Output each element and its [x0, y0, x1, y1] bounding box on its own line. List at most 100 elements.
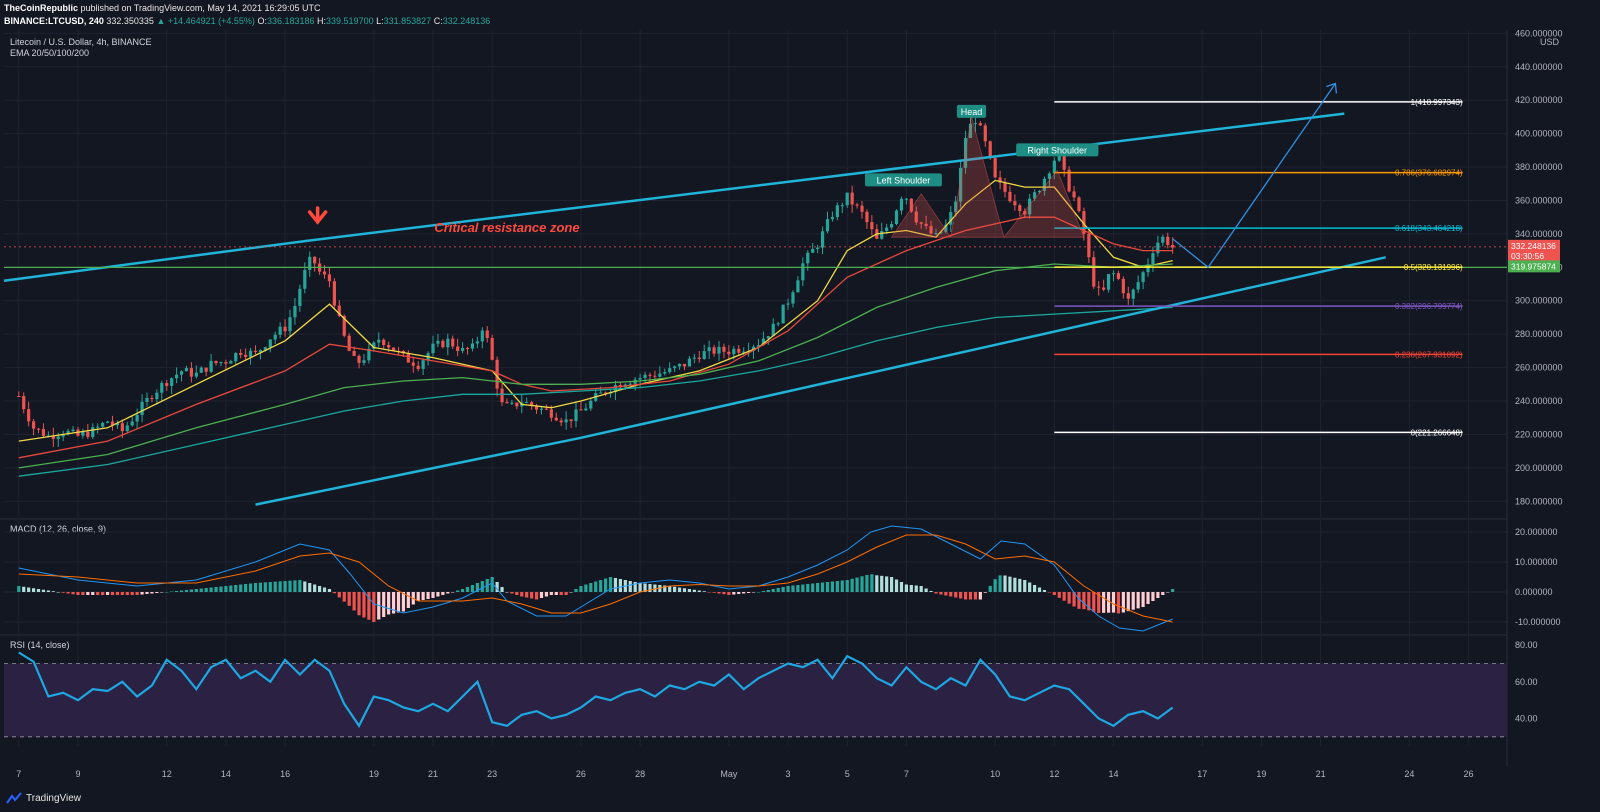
time-tick-label: 23: [487, 769, 497, 779]
publisher-name[interactable]: TheCoinRepublic: [4, 3, 78, 13]
candle-body: [480, 330, 484, 342]
macd-bar: [870, 574, 874, 592]
candle-body: [253, 350, 258, 353]
chart-legend-title: Litecoin / U.S. Dollar, 4h, BINANCE: [10, 37, 152, 47]
candle-body: [342, 315, 346, 336]
candle-body: [313, 256, 317, 264]
macd-bar: [1106, 592, 1111, 613]
macd-bar: [692, 589, 696, 592]
ema-line-3: [18, 263, 1173, 469]
time-tick-label: May: [720, 769, 738, 779]
candle-body: [27, 409, 31, 422]
macd-bar: [101, 592, 105, 595]
time-tick-label: 10: [990, 769, 1000, 779]
macd-bar: [465, 587, 470, 592]
candle-body: [677, 363, 682, 367]
macd-bar: [460, 589, 465, 592]
time-tick-label: 17: [1197, 769, 1207, 779]
macd-bar: [500, 587, 504, 592]
macd-bar: [835, 581, 839, 592]
macd-bar: [347, 592, 351, 606]
macd-bar: [934, 592, 938, 594]
macd-bar: [475, 583, 479, 592]
candle-body: [71, 429, 75, 432]
macd-bar: [742, 592, 746, 594]
tradingview-logo[interactable]: TradingView: [6, 792, 81, 804]
macd-bar: [342, 592, 346, 602]
ema-legend: EMA 20/50/100/200: [10, 48, 89, 58]
macd-bar: [1171, 589, 1175, 592]
candle-body: [1092, 257, 1096, 287]
candle-body: [1047, 173, 1051, 179]
macd-bar: [865, 575, 869, 592]
macd-bar: [816, 583, 820, 592]
macd-bar: [244, 584, 248, 592]
macd-bar: [899, 582, 904, 592]
candle-body: [298, 288, 302, 306]
macd-bar: [584, 584, 588, 592]
candle-body: [234, 352, 238, 362]
candle-body: [530, 402, 534, 406]
macd-bar: [811, 583, 815, 592]
candle-body: [830, 217, 835, 220]
annotation-text: Critical resistance zone: [434, 220, 579, 235]
macd-bar: [855, 577, 859, 592]
candle-body: [17, 396, 21, 397]
fib-level-label: 0.618(343.464218): [1395, 224, 1463, 233]
candle-body: [1003, 182, 1007, 192]
candle-body: [61, 434, 65, 437]
candle-body: [387, 345, 391, 348]
ohlc-open: O:336.183186: [257, 16, 315, 26]
time-tick-label: 19: [369, 769, 379, 779]
candle-body: [283, 326, 287, 332]
macd-bar: [105, 592, 110, 595]
pattern-label-box: [1016, 143, 1099, 157]
candle-body: [490, 338, 494, 360]
candle-body: [66, 431, 70, 435]
macd-bar: [263, 582, 267, 592]
macd-bar: [909, 585, 913, 592]
macd-bar: [165, 592, 169, 593]
time-tick-label: 12: [1049, 769, 1059, 779]
macd-bar: [480, 581, 484, 592]
macd-bar: [746, 592, 751, 593]
candle-body: [564, 419, 568, 423]
time-tick-label: 19: [1256, 769, 1266, 779]
candle-body: [475, 341, 479, 344]
macd-bar: [544, 592, 549, 597]
candle-body: [850, 192, 854, 205]
macd-bar: [273, 581, 277, 592]
macd-bar: [643, 583, 647, 592]
macd-bar: [1166, 592, 1170, 593]
candle-body: [174, 374, 179, 379]
price-tick-label: 220.000000: [1515, 429, 1563, 439]
candle-body: [485, 330, 489, 339]
candle-body: [1028, 198, 1032, 215]
macd-bar: [860, 576, 864, 592]
candle-body: [1062, 155, 1066, 170]
price-tag-value: 319.975874: [1511, 261, 1556, 271]
candle-body: [1033, 192, 1037, 199]
currency-label: USD: [1540, 37, 1560, 47]
macd-bar: [1097, 592, 1101, 613]
candle-body: [549, 409, 553, 418]
candle-body: [357, 355, 361, 363]
price-tag-box: [1508, 239, 1560, 262]
macd-bar: [155, 592, 159, 593]
macd-bar: [1077, 592, 1081, 609]
candle-body: [544, 408, 549, 410]
macd-bar: [303, 581, 307, 592]
macd-bar: [436, 592, 440, 597]
macd-bar: [1121, 592, 1125, 613]
candle-body: [909, 198, 913, 212]
candle-body: [56, 436, 60, 439]
macd-bar: [278, 581, 282, 592]
macd-bar: [1111, 592, 1116, 613]
candle-body: [1087, 233, 1091, 258]
candle-body: [362, 360, 366, 363]
macd-bar: [470, 585, 475, 592]
macd-tick-label: 0.000000: [1515, 587, 1553, 597]
macd-bar: [549, 592, 553, 595]
macd-bar: [603, 578, 608, 592]
